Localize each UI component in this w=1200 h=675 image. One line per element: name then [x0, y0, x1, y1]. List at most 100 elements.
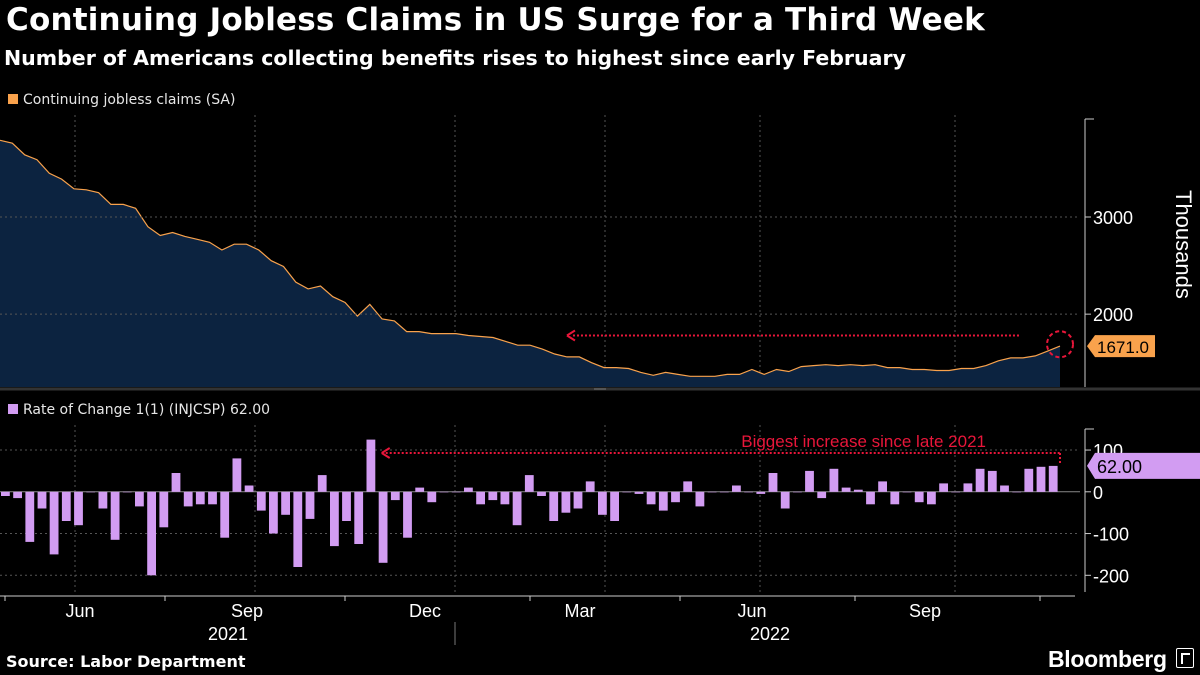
- rate-bar: [610, 491, 619, 521]
- rate-bar: [598, 491, 607, 515]
- legend-claims-label: Continuing jobless claims (SA): [23, 92, 236, 108]
- y-tick-label-bottom: 0: [1093, 483, 1103, 503]
- rate-bar: [439, 491, 449, 493]
- rate-bar: [244, 485, 254, 492]
- rate-bar: [549, 491, 559, 521]
- rate-bar: [378, 491, 388, 563]
- rate-bar: [1036, 466, 1046, 492]
- rate-bar: [951, 491, 961, 493]
- rate-bar: [366, 439, 376, 492]
- source-note: Source: Labor Department: [6, 652, 246, 671]
- legend-claims-swatch: [8, 94, 18, 104]
- rate-bar: [902, 491, 912, 493]
- rate-bar: [658, 491, 668, 511]
- last-value-label-bottom: 62.00: [1097, 457, 1142, 477]
- last-value-tag-top: [1087, 335, 1155, 358]
- rate-bar: [561, 491, 571, 513]
- rate-bar: [135, 491, 144, 507]
- rate-bar: [256, 491, 266, 511]
- rate-bar: [171, 473, 181, 492]
- rate-bar: [890, 491, 900, 505]
- rate-bar: [756, 491, 766, 494]
- rate-bar: [707, 491, 717, 493]
- rate-bar: [390, 491, 400, 501]
- rate-bar: [451, 491, 461, 493]
- rate-bar: [183, 491, 193, 507]
- rate-bar: [732, 485, 741, 492]
- y-axis-title: Thousands: [1171, 190, 1196, 299]
- legend-rate: Rate of Change 1(1) (INJCSP) 62.00: [8, 402, 270, 418]
- x-year-label: 2021: [208, 624, 248, 644]
- rate-bar: [671, 491, 680, 503]
- rate-bar: [1024, 468, 1034, 492]
- y-tick-label-top: 3000: [1093, 208, 1133, 228]
- rate-bar: [1000, 485, 1009, 492]
- rate-bar: [1012, 491, 1022, 493]
- rate-bar: [622, 491, 632, 493]
- rate-bar: [683, 481, 693, 492]
- rate-bar: [1, 491, 10, 496]
- rate-bar: [476, 491, 485, 505]
- legend-rate-label: Rate of Change 1(1) (INJCSP) 62.00: [23, 402, 271, 418]
- rate-bar: [829, 468, 839, 492]
- rate-bar: [232, 458, 242, 492]
- rate-bar: [914, 491, 924, 503]
- x-tick-label: Dec: [409, 601, 441, 621]
- rate-bar: [49, 491, 59, 555]
- bloomberg-terminal-icon: [1176, 648, 1194, 668]
- rate-bar: [293, 491, 303, 567]
- rate-bar: [281, 491, 290, 515]
- rate-bar: [354, 491, 364, 544]
- rate-bar: [464, 487, 473, 492]
- legend-rate-swatch: [8, 404, 18, 414]
- rate-bar: [195, 491, 205, 505]
- rate-bar: [805, 470, 814, 492]
- rate-bar: [500, 491, 510, 505]
- rate-bar: [208, 491, 217, 505]
- rate-bar: [573, 491, 583, 509]
- rate-bar: [853, 489, 863, 492]
- legend-claims: Continuing jobless claims (SA): [8, 92, 235, 108]
- rate-bar: [488, 491, 498, 501]
- last-value-label-top: 1671.0: [1097, 338, 1149, 357]
- rate-bar: [305, 491, 315, 519]
- annotation-arrowhead-bottom: [381, 447, 391, 459]
- rate-bar: [147, 491, 156, 576]
- rate-bar: [987, 470, 997, 492]
- rate-bar: [342, 491, 351, 521]
- rate-bar: [427, 491, 437, 503]
- annotation-arrowhead-top: [566, 329, 576, 342]
- rate-bar: [61, 491, 71, 521]
- rate-bar: [159, 491, 169, 528]
- rate-bar: [269, 491, 278, 534]
- x-tick-label: Sep: [909, 601, 941, 621]
- rate-bar: [646, 491, 656, 505]
- rate-bar: [122, 491, 132, 493]
- rate-bar: [537, 491, 546, 496]
- rate-bar: [841, 487, 851, 492]
- x-tick-label: Jun: [737, 601, 766, 621]
- rate-bar: [37, 491, 47, 509]
- rate-bar: [1048, 465, 1058, 492]
- rate-bar: [415, 487, 425, 492]
- last-value-tag-bottom: [1087, 452, 1200, 479]
- y-tick-label-bottom: -100: [1093, 525, 1129, 545]
- y-tick-label-bottom: -200: [1093, 566, 1129, 586]
- rate-bar: [975, 468, 985, 492]
- rate-bar: [719, 491, 729, 493]
- rate-bar: [817, 491, 827, 499]
- rate-bar: [939, 483, 948, 492]
- rate-bar: [963, 483, 973, 492]
- claims-area: [0, 140, 1060, 387]
- rate-bar: [403, 491, 412, 538]
- rate-bar: [744, 491, 753, 493]
- rate-bar: [13, 491, 22, 499]
- x-tick-label: Jun: [65, 601, 94, 621]
- rate-bar: [585, 481, 595, 492]
- x-tick-label: Mar: [565, 601, 596, 621]
- chart-subtitle: Number of Americans collecting benefits …: [4, 46, 906, 70]
- rate-bar: [634, 491, 644, 494]
- annotation-text: Biggest increase since late 2021: [741, 432, 986, 451]
- x-tick-label: Sep: [231, 601, 263, 621]
